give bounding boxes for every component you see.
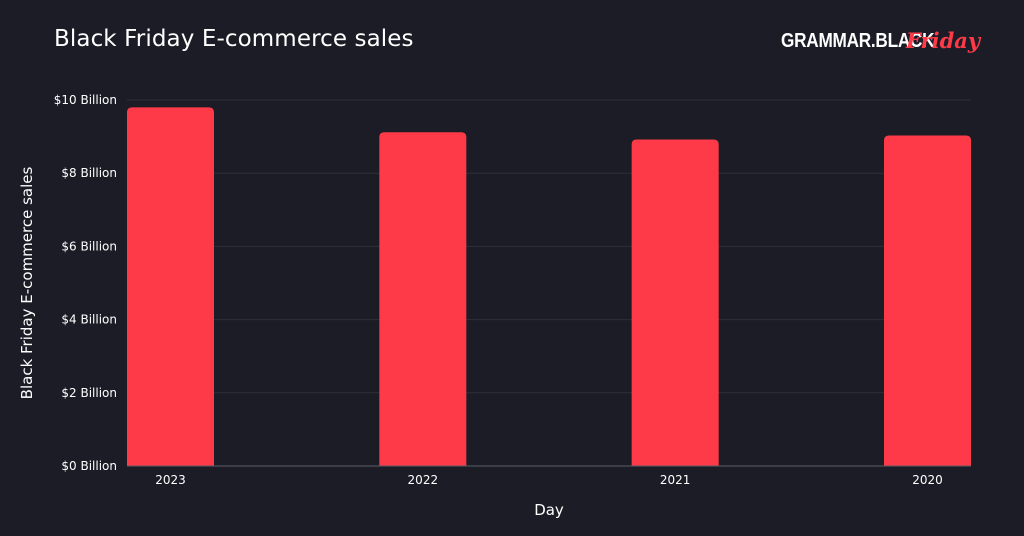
y-axis-title: Black Friday E-commerce sales [18, 166, 36, 399]
y-tick-label: $6 Billion [61, 239, 117, 253]
y-tick-label: $0 Billion [61, 459, 117, 473]
x-axis-title: Day [534, 501, 564, 519]
logo-script-text: Friday [906, 28, 981, 53]
bar-2023 [127, 107, 214, 466]
x-tick-label: 2020 [912, 473, 943, 487]
logo-wordmark: GRAMMAR.BLACK [781, 30, 935, 52]
bar-2020 [884, 135, 971, 466]
brand-logo: GRAMMAR.BLACK Friday [781, 28, 980, 53]
bar-2021 [631, 139, 719, 466]
bar-2022 [379, 132, 467, 466]
chart-title: Black Friday E-commerce sales [54, 26, 414, 52]
x-tick-label: 2021 [660, 473, 691, 487]
y-tick-label: $2 Billion [61, 386, 117, 400]
x-tick-label: 2023 [155, 473, 186, 487]
y-tick-label: $8 Billion [61, 166, 117, 180]
y-tick-label: $4 Billion [61, 313, 117, 327]
y-tick-label: $10 Billion [54, 93, 117, 107]
x-tick-label: 2022 [408, 473, 439, 487]
